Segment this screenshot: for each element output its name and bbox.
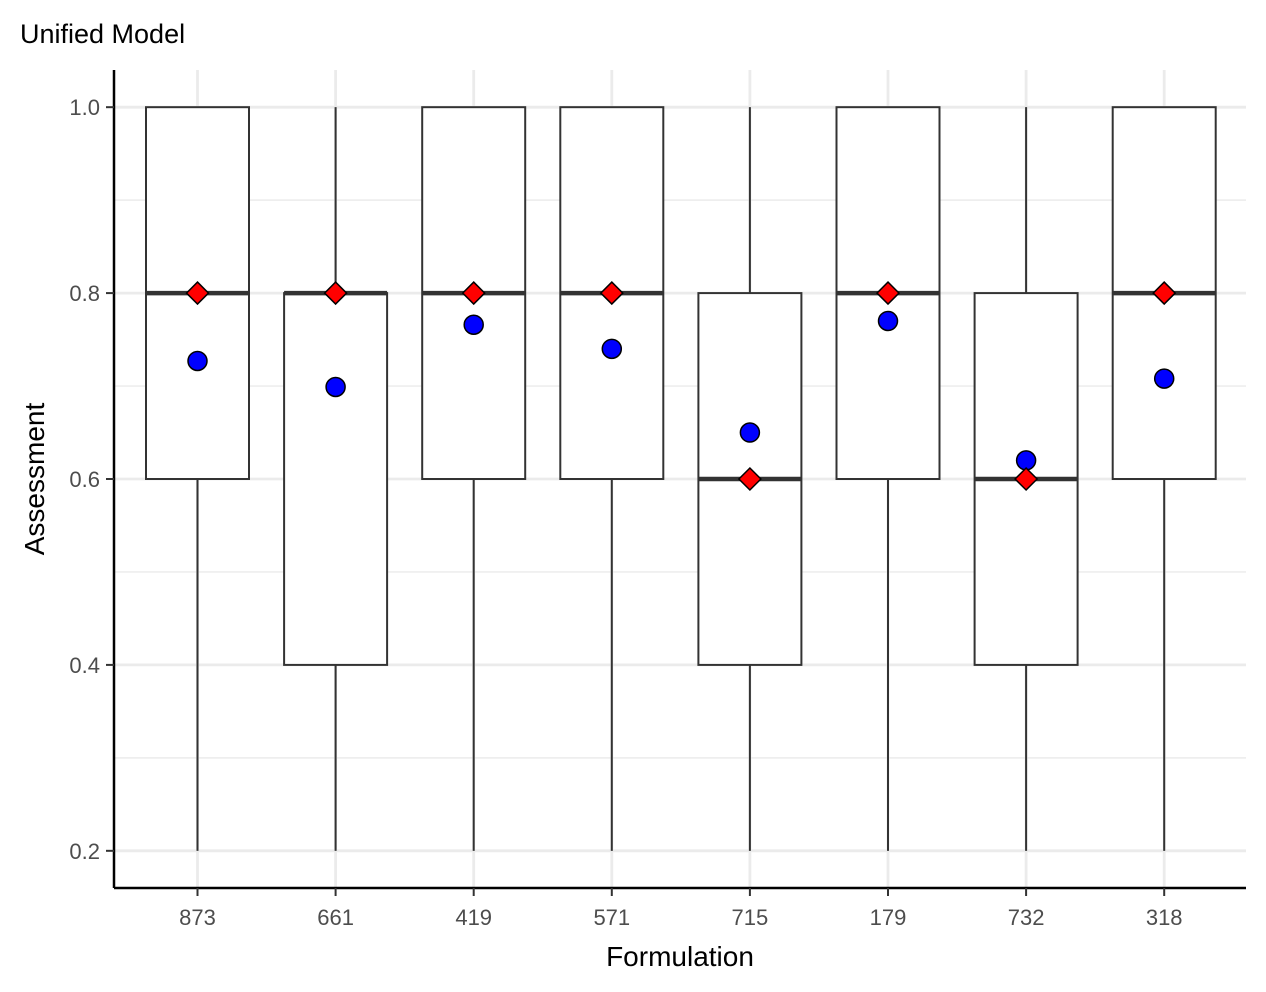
box-group-571 <box>559 106 665 851</box>
median-marker <box>461 281 486 306</box>
median-marker <box>323 281 348 306</box>
y-tick-label: 0.2 <box>69 839 100 864</box>
box-group-661 <box>283 107 389 851</box>
median-marker <box>1014 466 1039 492</box>
x-tick-label: 419 <box>455 905 492 930</box>
y-tick-label: 1.0 <box>69 95 100 120</box>
x-tick-label: 873 <box>179 905 216 930</box>
box-group-873 <box>145 106 250 851</box>
box-group-419 <box>421 106 527 851</box>
mean-point <box>877 310 899 332</box>
x-tick-label: 571 <box>593 905 630 930</box>
box-group-318 <box>1111 106 1217 851</box>
x-axis-title: Formulation <box>606 941 754 972</box>
y-tick-label: 0.6 <box>69 467 100 492</box>
mean-point <box>601 338 623 360</box>
chart-title: Unified Model <box>20 19 185 49</box>
box-group-715 <box>697 107 803 851</box>
boxes <box>145 106 1217 851</box>
median-marker <box>875 281 901 306</box>
mean-point <box>325 376 346 398</box>
y-axis-title: Assessment <box>19 403 50 556</box>
median-marker <box>185 281 210 306</box>
x-tick-label: 732 <box>1008 905 1045 930</box>
median-marker <box>1152 281 1177 306</box>
ticks: 0.2 0.4 0.6 0.8 1.0 873 661 419 571 715 179 732 318 <box>69 95 1182 930</box>
box <box>283 292 389 666</box>
y-tick-label: 0.4 <box>69 653 100 678</box>
mean-point <box>1153 368 1175 389</box>
box-group-732 <box>973 107 1079 851</box>
x-tick-label: 715 <box>732 905 769 930</box>
median-marker <box>737 466 762 492</box>
y-tick-label: 0.8 <box>69 281 100 306</box>
x-tick-label: 318 <box>1146 905 1183 930</box>
mean-point <box>187 350 208 372</box>
mean-point <box>463 314 484 335</box>
box-group-179 <box>835 106 941 851</box>
median-marker <box>599 281 624 306</box>
mean-point <box>739 422 761 443</box>
x-tick-label: 661 <box>317 905 354 930</box>
x-tick-label: 179 <box>870 905 907 930</box>
